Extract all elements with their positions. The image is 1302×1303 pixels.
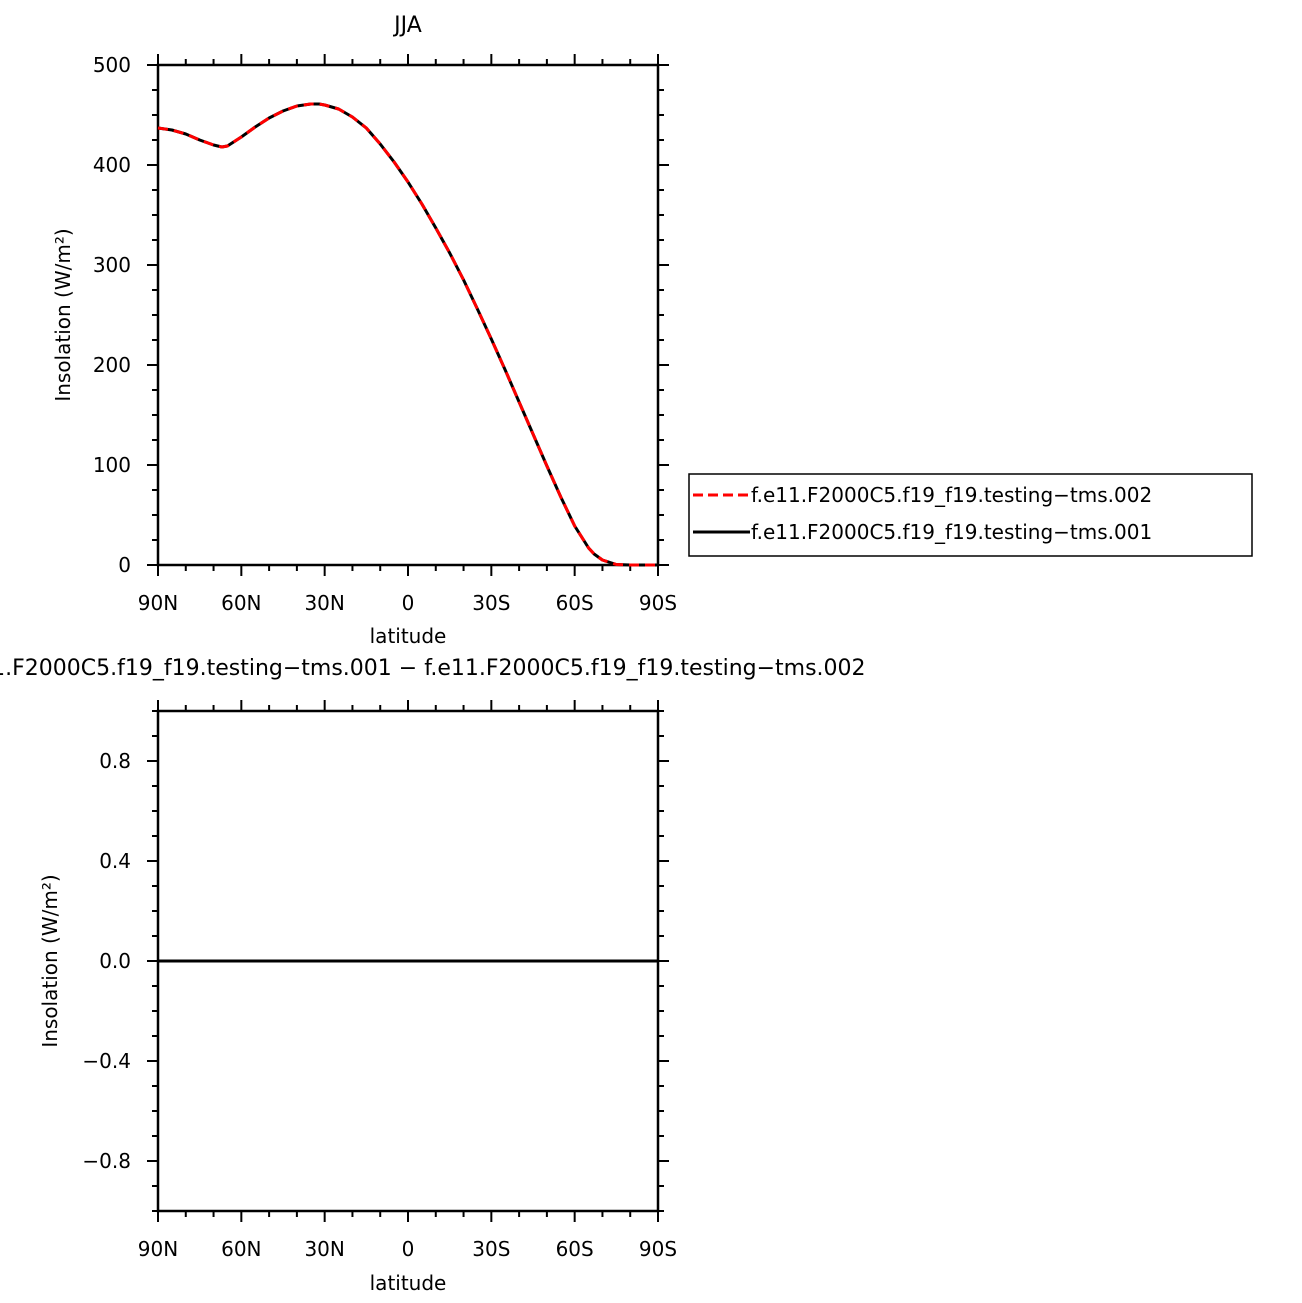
- top-chart-legend: f.e11.F2000C5.f19_f19.testing−tms.002 f.e…: [688, 473, 1253, 557]
- top-chart-x-tick-label: 90S: [639, 591, 677, 615]
- top-chart-y-tick-label: 200: [93, 353, 131, 377]
- bottom-chart-x-tick-label: 60S: [556, 1237, 594, 1261]
- bottom-chart-x-tick-label: 90N: [138, 1237, 178, 1261]
- top-chart-series-line-1: [157, 102, 658, 567]
- bottom-chart-title: f.e11.F2000C5.f19_f19.testing−tms.001 − …: [0, 656, 866, 681]
- top-chart-x-tick-label: 60N: [221, 591, 261, 615]
- top-chart-y-tick-label: 400: [93, 153, 131, 177]
- bottom-chart-x-tick-label: 60N: [221, 1237, 261, 1261]
- top-chart-ticks: [147, 54, 669, 576]
- bottom-chart-y-tick-label: 0.0: [99, 949, 131, 973]
- bottom-chart-x-tick-label: 90S: [639, 1237, 677, 1261]
- top-chart-x-axis-label: latitude: [370, 624, 447, 648]
- bottom-chart-x-axis-label: latitude: [370, 1271, 447, 1295]
- top-chart-title: JJA: [392, 13, 422, 38]
- bottom-chart-y-tick-label: 0.8: [99, 749, 131, 773]
- legend-box: [688, 473, 1253, 557]
- top-chart-x-tick-label: 0: [402, 591, 415, 615]
- top-chart-x-tick-label: 60S: [556, 591, 594, 615]
- top-chart-series-line-0: [157, 102, 658, 567]
- bottom-chart-y-tick-label: −0.4: [82, 1049, 131, 1073]
- top-chart-y-axis-label: Insolation (W/m²): [51, 228, 75, 401]
- bottom-chart-y-axis-label: Insolation (W/m²): [38, 874, 62, 1047]
- legend-label-0: f.e11.F2000C5.f19_f19.testing−tms.002: [751, 483, 1152, 507]
- bottom-chart: f.e11.F2000C5.f19_f19.testing−tms.001 − …: [0, 656, 866, 1295]
- bottom-chart-x-tick-label: 30S: [472, 1237, 510, 1261]
- top-chart-y-tick-label: 500: [93, 53, 131, 77]
- bottom-chart-y-tick-label: −0.8: [82, 1149, 131, 1173]
- top-chart-x-tick-label: 30N: [304, 591, 344, 615]
- bottom-chart-x-tick-label: 30N: [304, 1237, 344, 1261]
- top-chart-y-tick-label: 300: [93, 253, 131, 277]
- bottom-chart-y-tick-label: 0.4: [99, 849, 131, 873]
- top-chart-x-tick-label: 30S: [472, 591, 510, 615]
- legend-label-1: f.e11.F2000C5.f19_f19.testing−tms.001: [751, 520, 1152, 544]
- top-chart-y-tick-label: 0: [118, 553, 131, 577]
- bottom-chart-ticks: [147, 700, 669, 1222]
- top-chart-y-tick-label: 100: [93, 453, 131, 477]
- top-chart: JJA Insolation (W/m²) latitude f.e11.F20…: [51, 13, 1253, 648]
- bottom-chart-x-tick-label: 0: [402, 1237, 415, 1261]
- top-chart-x-tick-label: 90N: [138, 591, 178, 615]
- top-chart-plot-frame: [156, 63, 660, 567]
